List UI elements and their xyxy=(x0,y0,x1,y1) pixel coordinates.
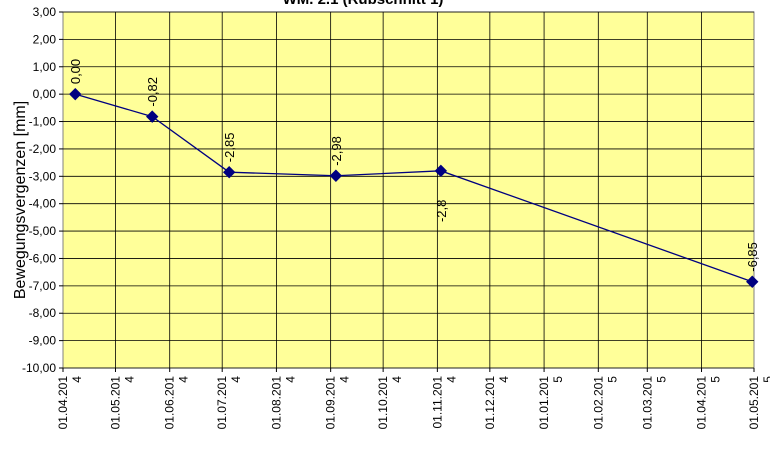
x-axis-ticks: 01.04.201 4 01.05.201 4 01.06.201 4 01.07.201 4… xyxy=(56,368,770,429)
x-tick-label: 01.07.201 xyxy=(215,376,229,430)
series-line xyxy=(75,93,753,283)
data-point xyxy=(222,165,236,179)
x-tick-label: 01.02.201 xyxy=(591,376,605,430)
x-tick-label-suffix: 4 xyxy=(444,376,458,383)
x-tick-label: 01.01.201 xyxy=(537,376,551,430)
x-tick-label-suffix: 4 xyxy=(283,376,297,383)
y-axis-label: Bewegungsvergenzen [mm] xyxy=(12,101,29,299)
x-tick-label-suffix: 4 xyxy=(70,376,84,383)
series-layer: 0,00 -0,82 -2,85 -2,98 -2,8 -6,85 xyxy=(68,59,760,288)
data-label: -2,85 xyxy=(222,133,237,163)
x-tick-label: 01.04.201 xyxy=(695,376,709,430)
x-tick-label: 01.04.201 xyxy=(56,376,70,430)
y-tick-label: -3,00 xyxy=(29,169,57,183)
data-label: 0,00 xyxy=(68,59,83,84)
y-tick-label: -5,00 xyxy=(29,224,57,238)
x-tick-label: 01.10.201 xyxy=(376,376,390,430)
x-tick-label-suffix: 4 xyxy=(122,376,136,383)
x-tick-label-suffix: 5 xyxy=(551,376,565,383)
x-tick-label: 01.08.201 xyxy=(269,376,283,430)
x-tick-label: 01.09.201 xyxy=(324,376,338,430)
data-label: -2,98 xyxy=(329,136,344,166)
grid xyxy=(63,11,754,369)
y-tick-label: -1,00 xyxy=(29,115,57,129)
y-tick-label: -7,00 xyxy=(29,279,57,293)
x-tick-label-suffix: 5 xyxy=(709,376,723,383)
x-tick-label-suffix: 4 xyxy=(338,376,352,383)
x-tick-label-suffix: 5 xyxy=(605,376,619,383)
x-tick-label: 01.03.201 xyxy=(640,376,654,430)
y-tick-label: -4,00 xyxy=(29,197,57,211)
data-point xyxy=(434,164,448,178)
y-tick-label: 3,00 xyxy=(33,5,57,19)
x-tick-label-suffix: 5 xyxy=(761,376,770,383)
data-point xyxy=(329,169,343,182)
y-tick-label: -10,00 xyxy=(22,361,56,375)
y-axis-ticks: 3,00 2,00 1,00 0,00 -1,00 -2,00 -3,00 -4,00 -5,0… xyxy=(22,5,63,375)
x-tick-label: 01.11.201 xyxy=(430,376,444,429)
data-label: -0,82 xyxy=(145,77,160,107)
x-tick-label: 01.05.201 xyxy=(108,376,122,430)
chart-title: WM. 2.1 (Rubschnitt 1) xyxy=(283,0,444,8)
data-point xyxy=(146,110,159,123)
data-label: -2,8 xyxy=(434,200,449,222)
x-tick-label: 01.06.201 xyxy=(163,376,177,430)
x-tick-label: 01.12.201 xyxy=(483,376,497,430)
y-tick-label: -9,00 xyxy=(29,334,57,348)
x-tick-label-suffix: 4 xyxy=(177,376,191,383)
y-tick-label: 2,00 xyxy=(33,32,57,46)
plot-area xyxy=(62,11,755,369)
x-tick-label-suffix: 5 xyxy=(654,376,668,383)
x-tick-label-suffix: 4 xyxy=(390,376,404,383)
x-tick-label-suffix: 4 xyxy=(497,376,511,383)
y-tick-label: -2,00 xyxy=(29,142,57,156)
data-point xyxy=(746,275,759,288)
y-tick-label: -6,00 xyxy=(29,251,57,265)
data-label: -6,85 xyxy=(745,242,760,272)
x-tick-label-suffix: 4 xyxy=(229,376,243,383)
data-point xyxy=(69,87,82,101)
y-tick-label: 1,00 xyxy=(33,60,57,74)
x-tick-label: 01.05.201 xyxy=(747,376,761,430)
y-tick-label: 0,00 xyxy=(33,87,57,101)
y-tick-label: -8,00 xyxy=(29,306,57,320)
